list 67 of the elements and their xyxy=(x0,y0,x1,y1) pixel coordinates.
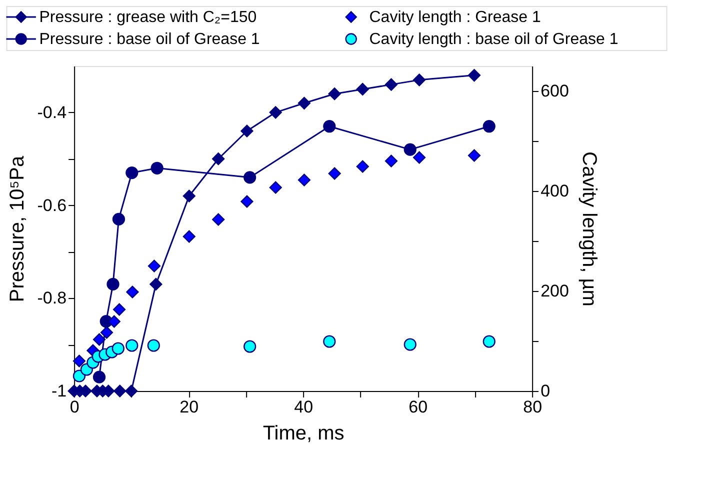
point xyxy=(106,278,120,291)
point xyxy=(112,342,124,355)
point xyxy=(468,68,481,82)
point xyxy=(269,181,282,194)
point xyxy=(482,335,496,348)
point xyxy=(323,120,336,133)
point xyxy=(126,166,138,180)
y-tick-label: -0.8 xyxy=(37,288,67,308)
x-tick-label: 40 xyxy=(294,398,314,416)
point xyxy=(240,195,254,208)
point xyxy=(323,335,336,348)
point xyxy=(298,174,311,186)
x-tick-label: 80 xyxy=(523,398,542,416)
point xyxy=(328,167,341,180)
point xyxy=(100,326,113,339)
point xyxy=(412,74,426,86)
point xyxy=(384,154,398,168)
point xyxy=(92,333,106,346)
legend-label: Pressure : grease with C₂=150 xyxy=(39,9,257,26)
point xyxy=(244,171,256,184)
point xyxy=(150,162,164,174)
point xyxy=(240,124,254,138)
y-axis-title: Pressure, 10⁵Pa xyxy=(6,155,28,302)
y2-tick-label: 200 xyxy=(540,282,569,300)
point xyxy=(125,384,138,398)
y2-tick-label: 0 xyxy=(540,382,550,400)
point xyxy=(126,339,138,352)
point xyxy=(468,149,481,162)
x-tick-label: 0 xyxy=(70,398,80,416)
point xyxy=(112,212,126,226)
point xyxy=(356,160,369,173)
point xyxy=(412,151,426,164)
point xyxy=(112,303,126,316)
y2-axis-title: Cavity length, µm xyxy=(578,152,600,306)
point xyxy=(147,339,160,352)
x-tick-label: 60 xyxy=(408,398,428,416)
point xyxy=(269,106,282,119)
point xyxy=(404,143,416,156)
point xyxy=(108,315,120,328)
point xyxy=(328,88,341,100)
legend-label: Cavity length : base oil of Grease 1 xyxy=(369,31,618,48)
point xyxy=(148,260,161,272)
point xyxy=(114,384,126,398)
point xyxy=(150,278,162,291)
point xyxy=(244,340,256,353)
point xyxy=(92,370,106,384)
point xyxy=(212,152,225,166)
point xyxy=(404,338,416,351)
y-tick-label: -1 xyxy=(51,382,67,400)
point xyxy=(298,96,311,110)
point xyxy=(212,213,225,226)
y2-tick-label: 400 xyxy=(540,182,569,200)
x-tick-label: 20 xyxy=(180,398,199,416)
point xyxy=(182,190,196,202)
point xyxy=(182,230,196,243)
point xyxy=(72,354,86,368)
point xyxy=(356,82,369,96)
x-axis-title: Time, ms xyxy=(262,422,344,444)
y-tick-label: -0.4 xyxy=(37,102,67,122)
y2-tick-label: 600 xyxy=(540,82,569,100)
point xyxy=(482,120,496,133)
point xyxy=(72,370,86,382)
legend-label: Cavity length : Grease 1 xyxy=(369,9,541,26)
y-tick-label: -0.6 xyxy=(37,196,67,215)
point xyxy=(126,286,139,298)
point xyxy=(384,78,398,91)
legend-label: Pressure : base oil of Grease 1 xyxy=(39,31,260,48)
